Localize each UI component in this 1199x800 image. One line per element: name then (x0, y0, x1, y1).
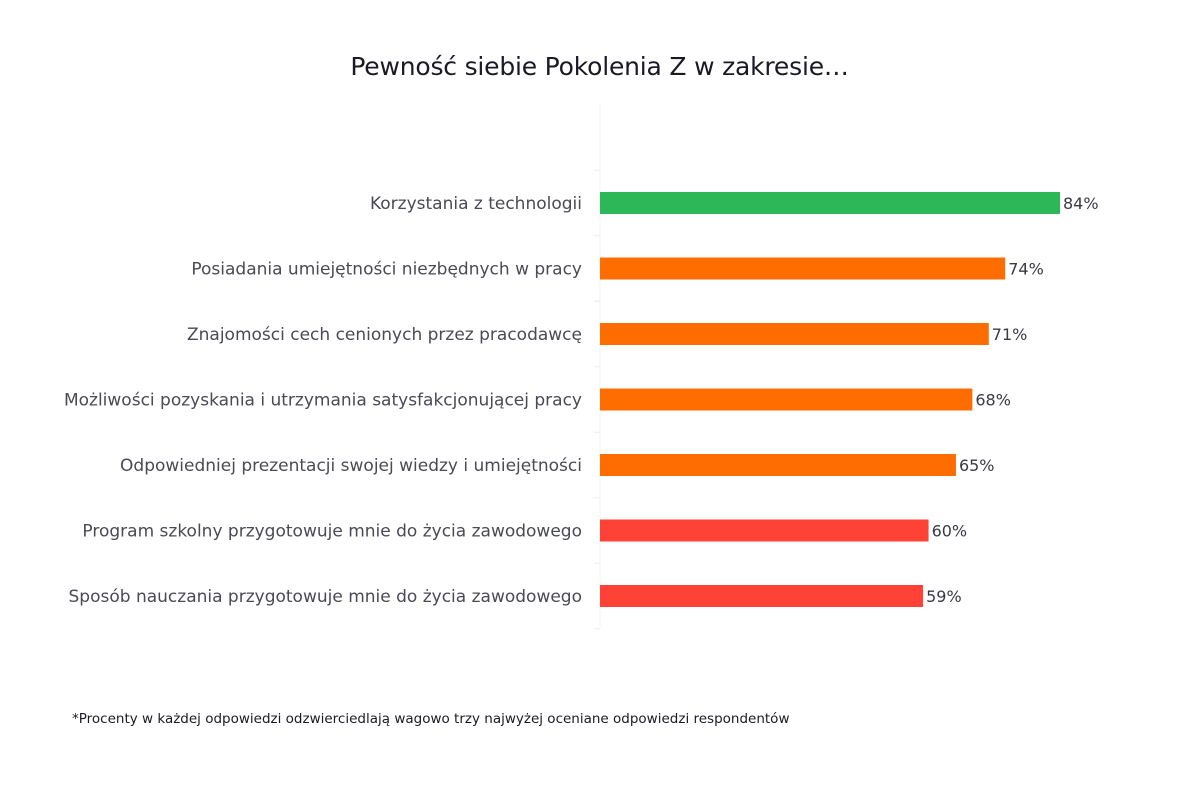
category-label: Program szkolny przygotowuje mnie do życ… (82, 522, 582, 542)
bar (600, 519, 929, 542)
category-label: Posiadania umiejętności niezbędnych w pr… (191, 260, 582, 280)
footnote: *Procenty w każdej odpowiedzi odzwiercie… (72, 711, 790, 727)
bar (600, 388, 973, 411)
value-label: 59% (926, 587, 962, 606)
bar (600, 454, 956, 476)
category-label: Znajomości cech cenionych przez pracodaw… (187, 325, 582, 345)
category-label: Odpowiedniej prezentacji swojej wiedzy i… (120, 456, 582, 476)
bar (600, 323, 989, 345)
category-label: Sposób nauczania przygotowuje mnie do ży… (69, 587, 582, 607)
chart-title: Pewność siebie Pokolenia Z w zakresie… (350, 52, 849, 81)
value-label: 65% (959, 456, 995, 475)
value-label: 68% (975, 391, 1011, 410)
category-label: Korzystania z technologii (370, 194, 582, 214)
value-label: 84% (1063, 194, 1099, 213)
value-label: 60% (932, 522, 968, 541)
bar (600, 585, 924, 607)
category-label: Możliwości pozyskania i utrzymania satys… (64, 391, 582, 411)
bar (600, 257, 1006, 280)
value-label: 71% (992, 325, 1028, 344)
bar (600, 192, 1060, 214)
value-label: 74% (1008, 260, 1044, 279)
